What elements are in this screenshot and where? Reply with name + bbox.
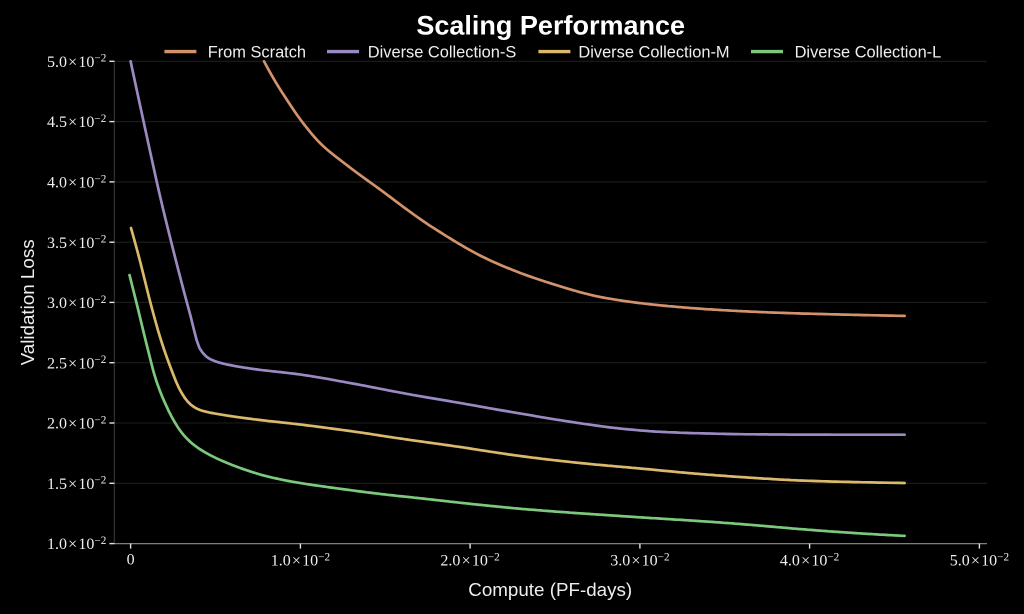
svg-text:0: 0 xyxy=(127,551,135,568)
svg-text:Diverse Collection-S: Diverse Collection-S xyxy=(368,43,517,61)
svg-text:3.0×10−2: 3.0×10−2 xyxy=(610,551,669,569)
svg-text:3.0×10−2: 3.0×10−2 xyxy=(47,294,106,312)
svg-text:Compute (PF-days): Compute (PF-days) xyxy=(468,579,632,600)
svg-text:5.0×10−2: 5.0×10−2 xyxy=(47,53,106,71)
svg-text:5.0×10−2: 5.0×10−2 xyxy=(950,551,1009,569)
svg-text:Validation Loss: Validation Loss xyxy=(17,239,38,365)
svg-text:2.0×10−2: 2.0×10−2 xyxy=(47,414,106,432)
svg-text:1.0×10−2: 1.0×10−2 xyxy=(271,551,330,569)
svg-text:4.5×10−2: 4.5×10−2 xyxy=(47,113,106,131)
svg-text:Diverse Collection-M: Diverse Collection-M xyxy=(578,43,729,61)
svg-text:Scaling Performance: Scaling Performance xyxy=(416,11,685,41)
svg-text:4.0×10−2: 4.0×10−2 xyxy=(780,551,839,569)
svg-text:From Scratch: From Scratch xyxy=(208,43,306,61)
svg-text:1.0×10−2: 1.0×10−2 xyxy=(47,535,106,553)
svg-text:1.5×10−2: 1.5×10−2 xyxy=(47,475,106,493)
svg-text:Diverse Collection-L: Diverse Collection-L xyxy=(795,43,942,61)
svg-text:2.5×10−2: 2.5×10−2 xyxy=(47,354,106,372)
svg-text:4.0×10−2: 4.0×10−2 xyxy=(47,173,106,191)
svg-text:2.0×10−2: 2.0×10−2 xyxy=(440,551,499,569)
svg-text:3.5×10−2: 3.5×10−2 xyxy=(47,234,106,252)
